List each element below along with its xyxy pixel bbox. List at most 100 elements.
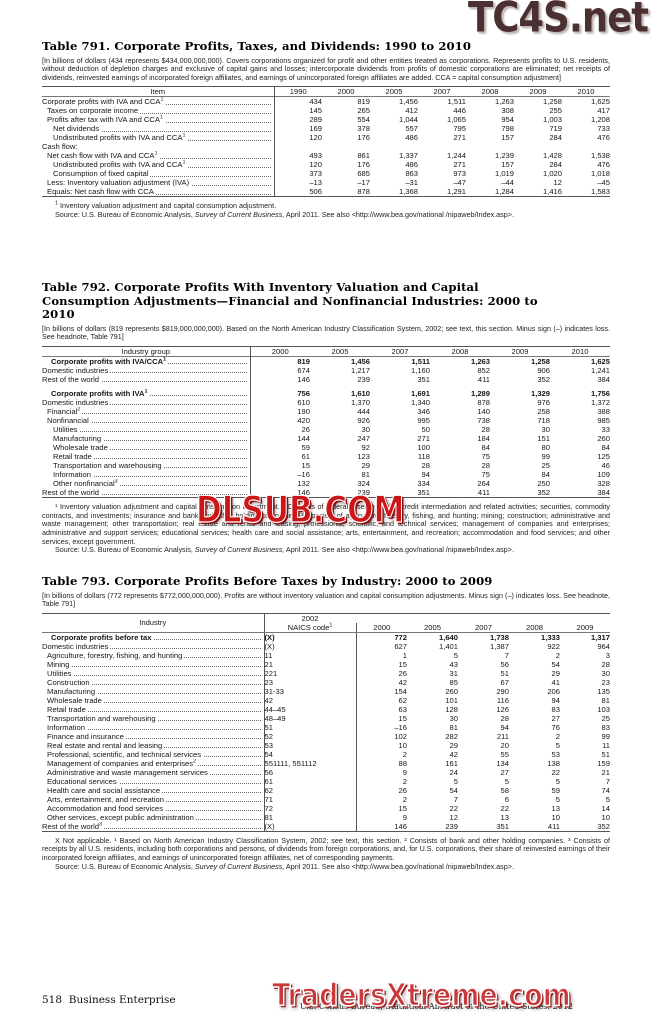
- row-value: 352: [537, 374, 550, 384]
- row-value: 1,263: [494, 97, 514, 107]
- row-value: 103: [597, 704, 610, 714]
- row-value: 22: [500, 803, 509, 813]
- row-value: 1,003: [542, 115, 562, 125]
- row-label: Management of companies and enterprises2: [42, 758, 264, 768]
- row-value: 22: [449, 803, 458, 813]
- table-792: Industry group 2000 2005 2007 2008 2009 …: [42, 346, 610, 498]
- table-792-col-3: 2008: [451, 346, 469, 356]
- row-value: 120: [273, 160, 322, 170]
- row-value: 1,019: [494, 169, 514, 179]
- row-label: Accommodation and food services: [42, 803, 264, 813]
- row-value: 384: [597, 487, 610, 497]
- row-label: Administrative and waste management serv…: [42, 767, 264, 777]
- table-792-head: Industry group 2000 2005 2007 2008 2009 …: [42, 346, 610, 357]
- row-value: 51: [500, 668, 509, 678]
- row-value: 352: [597, 821, 610, 831]
- row-value: 446: [453, 106, 466, 116]
- row-value: 282: [445, 731, 458, 741]
- row-naics-code: 61: [263, 776, 356, 786]
- table-792-footnote: ¹ Inventory valuation adjustment and cap…: [42, 502, 610, 547]
- row-value: 1,756: [590, 388, 610, 398]
- row-value: 7: [453, 794, 458, 804]
- row-value: 1,289: [470, 388, 490, 398]
- row-naics-code: 11: [263, 650, 356, 660]
- row-value: 101: [445, 695, 458, 705]
- table-row: Management of companies and enterprises2…: [42, 758, 610, 768]
- row-value: 75: [481, 469, 490, 479]
- row-label: Rest of the world3: [42, 821, 264, 832]
- table-793-code-header-line2: NAICS code: [287, 622, 330, 632]
- row-label: Taxes on corporate income: [42, 106, 274, 116]
- row-value: 83: [601, 722, 610, 732]
- row-label: Utilities: [42, 424, 250, 434]
- row-value: 26: [355, 668, 407, 678]
- row-naics-code: 81: [263, 812, 356, 822]
- table-792-source: Source: U.S. Bureau of Economic Analysis…: [42, 546, 610, 555]
- row-value: 211: [496, 731, 509, 741]
- table-791-source: Source: U.S. Bureau of Economic Analysis…: [42, 210, 610, 220]
- row-value: 3: [605, 650, 610, 660]
- row-value: 289: [273, 115, 322, 125]
- row-label: Consumption of fixed capital: [42, 169, 274, 179]
- row-value: 1,368: [398, 187, 418, 197]
- row-value: 388: [597, 406, 610, 416]
- row-label: Net dividends: [42, 124, 274, 134]
- row-value: 420: [249, 415, 310, 425]
- table-row: Equals: Net cash flow with CCA 506 878 1,36…: [42, 187, 610, 197]
- table-row: Domestic industries 610 1,370 1,340 878 976 1,…: [42, 397, 610, 407]
- table-791-col-6: 2010: [577, 87, 595, 97]
- row-value: 109: [597, 469, 610, 479]
- row-value: 1,020: [542, 169, 562, 179]
- table-791-footnote-text: Inventory valuation adjustment and capit…: [60, 201, 277, 211]
- row-value: 1,065: [446, 115, 466, 125]
- row-naics-code: 48–49: [263, 713, 356, 723]
- row-value: 554: [357, 115, 370, 125]
- table-793-code-header-line1: 2002: [301, 613, 319, 623]
- row-value: 1,401: [438, 641, 458, 651]
- table-row: Construction 23 42 85 67 41 23: [42, 677, 610, 687]
- row-value: 1,239: [494, 151, 514, 161]
- row-value: 13: [500, 812, 509, 822]
- row-value: 9: [355, 767, 407, 777]
- table-row: Professional, scientific, and technical …: [42, 749, 610, 759]
- row-value: 486: [405, 160, 418, 170]
- row-value: 2: [555, 650, 560, 660]
- table-792-source-italic: Survey of Current Business,: [194, 545, 285, 555]
- table-row: Corporate profits with IVA1 756 1,610 1,691…: [42, 388, 610, 398]
- row-value: 176: [357, 160, 370, 170]
- row-value: 922: [547, 641, 560, 651]
- row-value: 1,160: [410, 365, 430, 375]
- row-value: 1,018: [590, 169, 610, 179]
- row-value: 26: [249, 424, 310, 434]
- row-naics-code: 551111, 551112: [263, 758, 356, 768]
- row-label: Finance and insurance: [42, 731, 264, 741]
- row-label: Real estate and rental and leasing: [42, 740, 264, 750]
- table-792-col-0: 2000: [249, 346, 310, 357]
- row-value: 25: [541, 460, 550, 470]
- row-value: 411: [477, 374, 490, 384]
- row-value: 384: [597, 374, 610, 384]
- row-value: 184: [477, 433, 490, 443]
- row-value: 41: [551, 677, 560, 687]
- row-value: 94: [500, 722, 509, 732]
- row-value: 102: [355, 731, 407, 741]
- row-value: 120: [273, 133, 322, 143]
- row-value: 63: [355, 704, 407, 714]
- page-source-line: U.S. Census Bureau, Statistical Abstract…: [300, 1002, 574, 1011]
- row-value: 1,511: [447, 97, 466, 107]
- row-value: 1,583: [590, 187, 610, 197]
- row-value: 28: [601, 659, 610, 669]
- row-value: 190: [249, 406, 310, 416]
- row-value: 1,340: [410, 397, 430, 407]
- row-value: 5: [605, 794, 610, 804]
- row-naics-code: 44–45: [263, 704, 356, 714]
- row-value: 964: [597, 641, 610, 651]
- row-label: Retail trade: [42, 451, 250, 461]
- table-791-source-suffix: April 2011. See also <http://www.bea.gov…: [285, 210, 514, 220]
- row-value: 29: [551, 668, 560, 678]
- table-792-block: Table 792. Corporate Profits With Invent…: [42, 280, 610, 555]
- table-row: Corporate profits with IVA/CCA1 819 1,456 1…: [42, 356, 610, 366]
- row-label: Less: Inventory valuation adjustment (IV…: [42, 178, 274, 188]
- row-value: 15: [355, 803, 407, 813]
- row-value: 85: [449, 677, 458, 687]
